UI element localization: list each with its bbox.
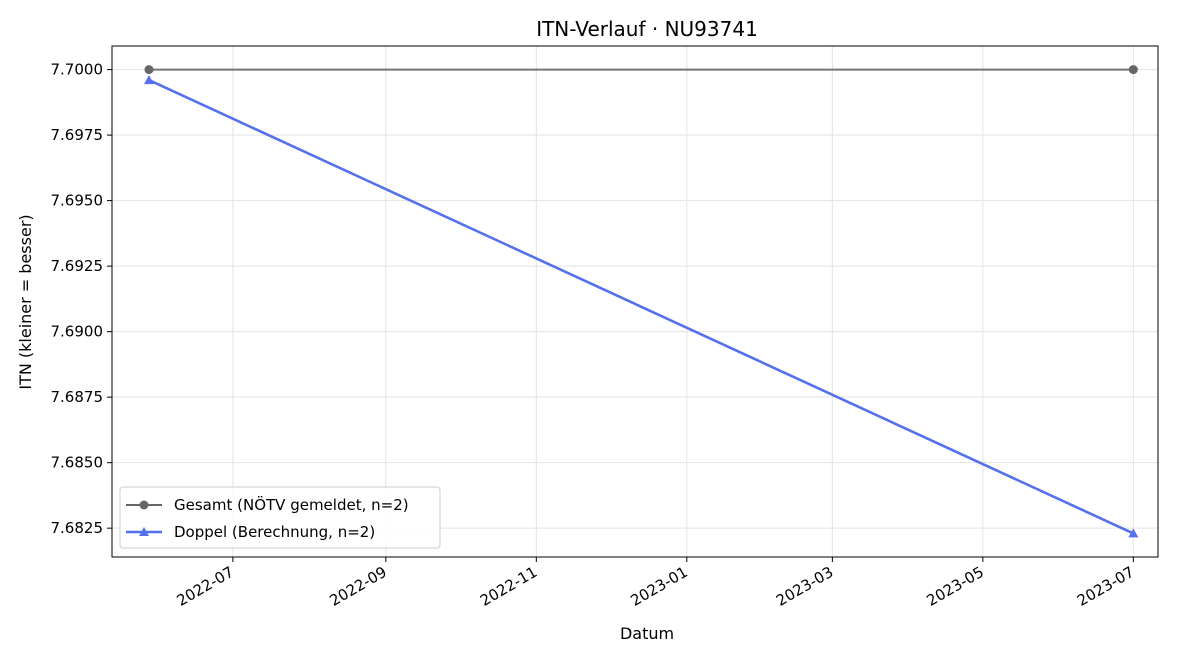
- x-tick-label: 2023-03: [773, 563, 836, 610]
- y-tick-label: 7.6950: [51, 192, 104, 210]
- grid-lines: [112, 46, 1158, 557]
- series-line: [148, 78, 1134, 535]
- legend-item: Gesamt (NÖTV gemeldet, n=2): [126, 495, 409, 514]
- legend-box: [119, 486, 441, 549]
- triangle-marker: [1128, 528, 1139, 538]
- y-tick-label: 7.6975: [51, 126, 104, 144]
- x-tick-label: 2022-09: [327, 563, 390, 610]
- x-tick-label: 2022-07: [174, 563, 237, 610]
- legend-item: Doppel (Berechnung, n=2): [126, 523, 375, 541]
- y-tick-label: 7.6850: [51, 454, 104, 472]
- y-axis-label: ITN (kleiner = besser): [16, 214, 35, 389]
- y-axis-ticks: 7.6825 7.6850 7.6875 7.6900 7.6925 7.6950 7.69…: [51, 61, 112, 537]
- circle-marker: [139, 500, 149, 510]
- triangle-marker: [144, 75, 155, 85]
- series-layer: [144, 65, 1139, 538]
- series-1: [144, 65, 1138, 75]
- y-tick-label: 7.6825: [51, 519, 104, 537]
- x-tick-label: 2023-05: [924, 563, 987, 610]
- y-tick-label: 7.6900: [51, 323, 104, 341]
- circle-marker: [144, 65, 154, 75]
- series-2: [144, 75, 1139, 538]
- chart-title: ITN-Verlauf · NU93741: [536, 17, 758, 41]
- circle-marker: [1128, 65, 1138, 75]
- legend-label: Gesamt (NÖTV gemeldet, n=2): [174, 495, 409, 514]
- legend: Gesamt (NÖTV gemeldet, n=2) Doppel (Berec…: [119, 486, 441, 549]
- legend-label: Doppel (Berechnung, n=2): [174, 523, 375, 541]
- x-axis-ticks: 2022-07 2022-09 2022-11 2023-01 2023-03 2023-…: [174, 557, 1137, 610]
- y-tick-label: 7.6875: [51, 388, 104, 406]
- x-axis-label: Datum: [620, 624, 674, 643]
- triangle-marker: [139, 527, 149, 536]
- y-tick-label: 7.6925: [51, 257, 104, 275]
- y-tick-label: 7.7000: [51, 61, 104, 79]
- x-tick-label: 2023-01: [628, 563, 691, 610]
- x-tick-label: 2022-11: [477, 563, 540, 610]
- plot-frame: [111, 45, 1159, 558]
- x-tick-label: 2023-07: [1074, 563, 1137, 610]
